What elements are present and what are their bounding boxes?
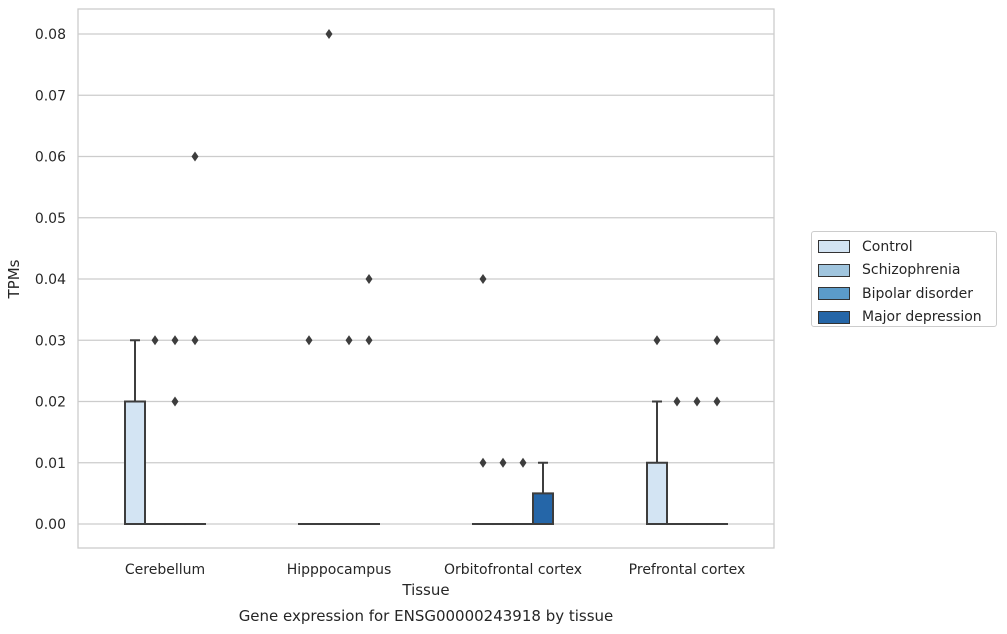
- outlier-point: [713, 396, 721, 407]
- legend-swatch: [818, 310, 850, 324]
- outlier-point: [479, 457, 487, 468]
- outlier-point: [653, 335, 661, 346]
- legend: Control Schizophrenia Bipolar disorder Majo…: [811, 231, 997, 327]
- box-major-depression: [358, 274, 380, 526]
- outlier-point: [479, 274, 487, 284]
- box-schizophrenia: [318, 29, 340, 526]
- box-major-depression: [184, 151, 206, 526]
- outlier-point: [305, 335, 313, 346]
- box-control: [472, 274, 494, 526]
- y-tick-label: 0.00: [35, 517, 66, 533]
- legend-label: Bipolar disorder: [862, 285, 974, 302]
- box-major-depression: [532, 461, 554, 525]
- legend-swatch: [818, 263, 850, 277]
- box-schizophrenia: [492, 457, 514, 526]
- x-tick-label: Cerebellum: [125, 562, 205, 578]
- outlier-point: [345, 335, 353, 346]
- box: [646, 461, 668, 525]
- x-tick-label: Prefrontal cortex: [629, 562, 746, 578]
- x-tick-label: Orbitofrontal cortex: [444, 562, 582, 578]
- box-control: [124, 339, 146, 525]
- y-tick-label: 0.07: [35, 88, 66, 104]
- y-tick-label: 0.05: [35, 211, 66, 227]
- outlier-point: [693, 396, 701, 407]
- y-tick-label: 0.08: [35, 27, 66, 43]
- outlier-point: [171, 396, 179, 407]
- y-tick-label: 0.06: [35, 150, 66, 166]
- y-tick-label: 0.01: [35, 456, 66, 472]
- legend-label: Schizophrenia: [862, 262, 961, 279]
- x-tick-label: Hipppocampus: [287, 562, 392, 578]
- outlier-point: [499, 457, 507, 468]
- x-axis-label: Tissue: [401, 581, 449, 599]
- legend-swatch: [818, 287, 850, 301]
- box-major-depression: [706, 335, 728, 526]
- plot-frame: [77, 8, 775, 549]
- y-tick-label: 0.03: [35, 333, 66, 349]
- box-bipolar-disorder: [512, 457, 534, 526]
- outlier-point: [365, 335, 373, 346]
- box-schizophrenia: [666, 396, 688, 526]
- chart-title: Gene expression for ENSG00000243918 by t…: [239, 607, 614, 625]
- legend-label: Control: [862, 238, 913, 255]
- outlier-point: [325, 29, 333, 39]
- box-bipolar-disorder: [338, 335, 360, 526]
- outlier-point: [365, 274, 373, 284]
- outlier-point: [519, 457, 527, 468]
- outlier-point: [151, 335, 159, 346]
- y-tick-label: 0.02: [35, 395, 66, 411]
- y-axis-label: TPMs: [5, 259, 23, 299]
- boxes-layer: [124, 29, 728, 526]
- box: [532, 492, 554, 525]
- outlier-point: [171, 335, 179, 346]
- outlier-point: [191, 335, 199, 346]
- box-bipolar-disorder: [164, 335, 186, 526]
- box-control: [298, 335, 320, 526]
- legend-swatch: [818, 240, 850, 254]
- legend-item: Major depression: [818, 306, 996, 330]
- outlier-point: [673, 396, 681, 407]
- outlier-point: [713, 335, 721, 346]
- box-schizophrenia: [144, 335, 166, 526]
- legend-item: Control: [818, 235, 996, 259]
- legend-label: Major depression: [862, 309, 982, 326]
- y-tick-labels: 0.00 0.01 0.02 0.03 0.04 0.05 0.06 0.07 0.08: [35, 27, 66, 533]
- box: [124, 400, 146, 525]
- x-tick-labels: Cerebellum Hipppocampus Orbitofrontal cort…: [125, 562, 745, 578]
- box-control: [646, 335, 668, 525]
- y-tick-label: 0.04: [35, 272, 66, 288]
- legend-item: Bipolar disorder: [818, 282, 996, 306]
- outlier-point: [191, 151, 199, 162]
- legend-item: Schizophrenia: [818, 259, 996, 283]
- box-bipolar-disorder: [686, 396, 708, 526]
- grid-layer: [78, 33, 774, 525]
